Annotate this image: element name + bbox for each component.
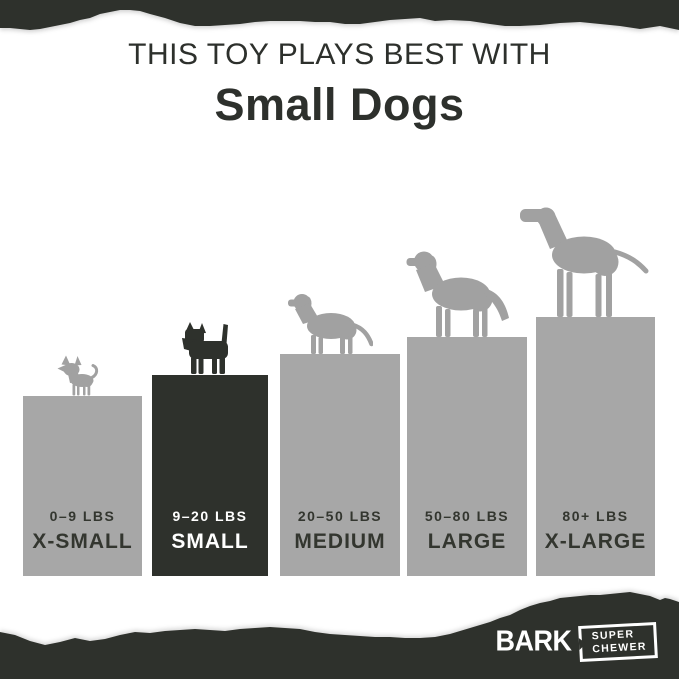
weight-range-label: 20–50 LBS [297, 508, 383, 524]
bark-super-chewer-logo: BARK SUPER CHEWER [495, 621, 658, 663]
size-label: X-LARGE [544, 530, 647, 553]
weight-range-label: 9–20 LBS [172, 508, 248, 524]
labrador-icon [288, 294, 373, 354]
chihuahua-icon [57, 355, 99, 396]
size-label: X-SMALL [32, 530, 133, 553]
super-chewer-line2: CHEWER [591, 639, 647, 655]
heading-line: THIS TOY PLAYS BEST WITH [128, 38, 551, 71]
weight-range-label: 50–80 LBS [424, 508, 510, 524]
torn-paper-edge-bottom-icon [0, 592, 679, 679]
size-label: LARGE [427, 530, 507, 553]
bar-label-block: 50–80 LBS LARGE [407, 508, 527, 554]
bar-x-small: 0–9 LBS X-SMALL [23, 396, 142, 576]
scottish-terrier-icon [182, 322, 228, 374]
size-label: MEDIUM [294, 530, 386, 553]
torn-paper-edge-top-icon [0, 0, 679, 30]
heading-emphasis: Small Dogs [214, 79, 465, 130]
weight-range-label: 80+ LBS [562, 508, 629, 524]
bar-x-large: 80+ LBS X-LARGE [536, 317, 655, 576]
weight-range-label: 0–9 LBS [49, 508, 116, 524]
heading-block: THIS TOY PLAYS BEST WITH Small Dogs [0, 38, 679, 131]
super-chewer-badge: SUPER CHEWER [577, 621, 658, 663]
golden-retriever-icon [406, 251, 509, 337]
bark-wordmark: BARK [495, 625, 573, 658]
bar-label-block: 80+ LBS X-LARGE [536, 508, 655, 554]
bar-label-block: 9–20 LBS SMALL [152, 508, 268, 554]
great-dane-icon [520, 207, 649, 317]
bar-large: 50–80 LBS LARGE [407, 337, 527, 576]
bar-small-highlighted: 9–20 LBS SMALL [152, 375, 268, 576]
bar-label-block: 0–9 LBS X-SMALL [23, 508, 142, 554]
size-label: SMALL [171, 530, 249, 553]
bar-label-block: 20–50 LBS MEDIUM [280, 508, 400, 554]
bar-medium: 20–50 LBS MEDIUM [280, 354, 400, 576]
